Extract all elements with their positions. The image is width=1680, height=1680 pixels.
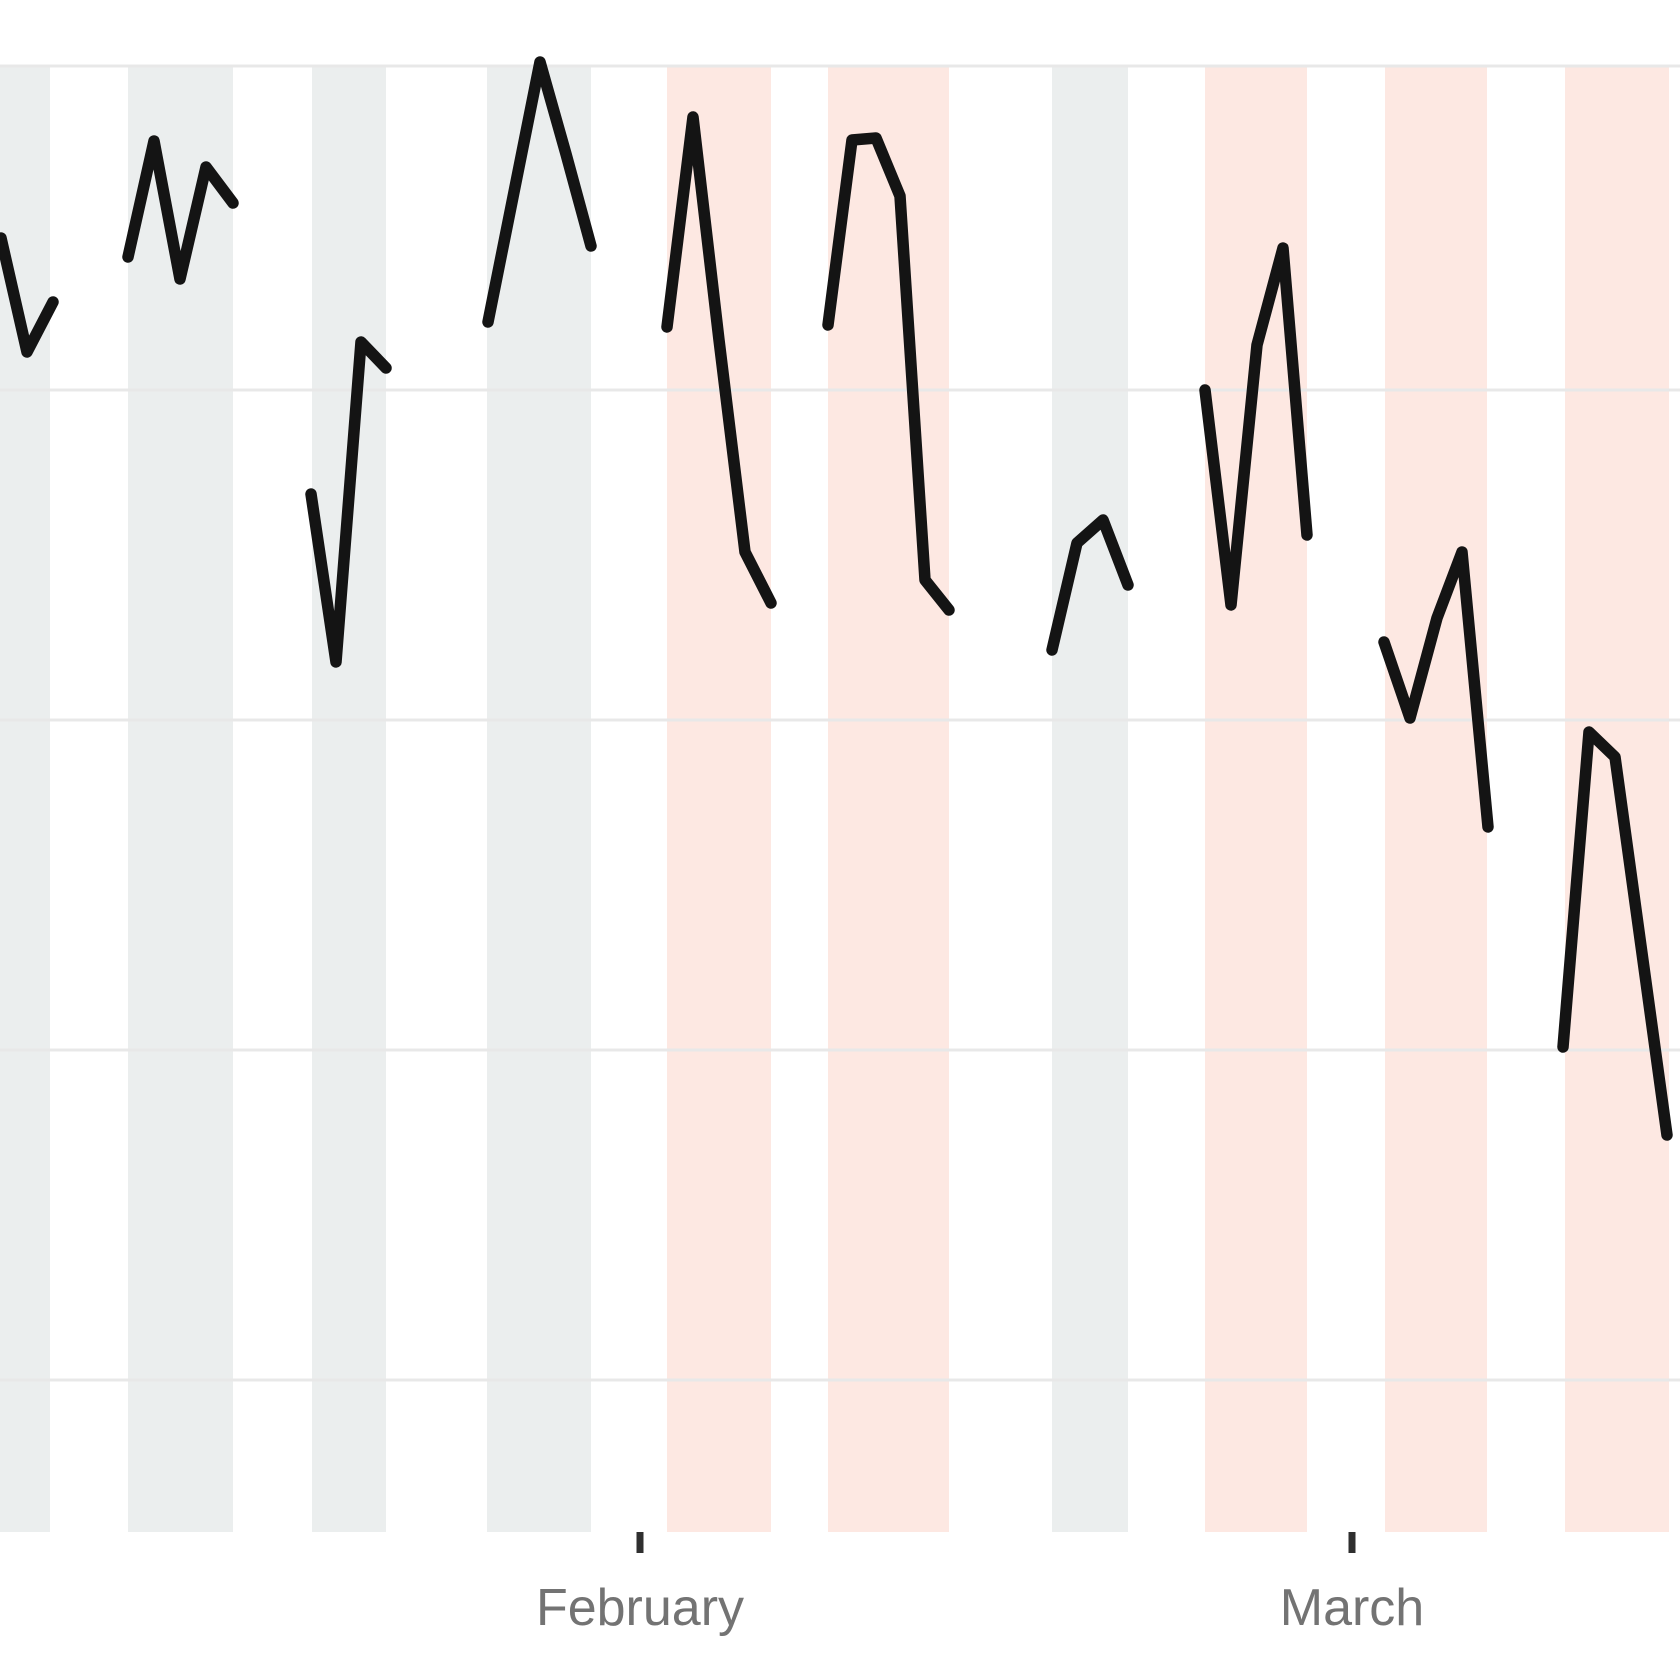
price-line-segment (1378, 546, 1494, 833)
weekend-band-pink (667, 66, 771, 1532)
weekend-band-gray (1052, 66, 1128, 1532)
price-line-segment (122, 135, 239, 285)
price-line-segment (1046, 514, 1134, 656)
weekend-band-gray (312, 66, 386, 1532)
price-line-segment (1557, 726, 1673, 1141)
price-line-segment (822, 132, 955, 616)
price-line-segment (661, 111, 777, 609)
weekend-band-gray (0, 66, 50, 1532)
weekend-band-gray (128, 66, 233, 1532)
x-axis-label-march: March (1280, 1579, 1424, 1637)
x-axis-tick-february (636, 1532, 644, 1553)
weekend-band-pink (828, 66, 949, 1532)
weekend-band-pink (1385, 66, 1487, 1532)
x-axis-label-february: February (536, 1579, 744, 1637)
price-line-segment (1199, 242, 1313, 611)
x-axis-tick-march (1348, 1532, 1356, 1553)
price-line-segment (305, 336, 392, 668)
price-line-segment (0, 232, 59, 358)
price-line-segment (482, 56, 597, 328)
weekend-band-gray (487, 66, 591, 1532)
